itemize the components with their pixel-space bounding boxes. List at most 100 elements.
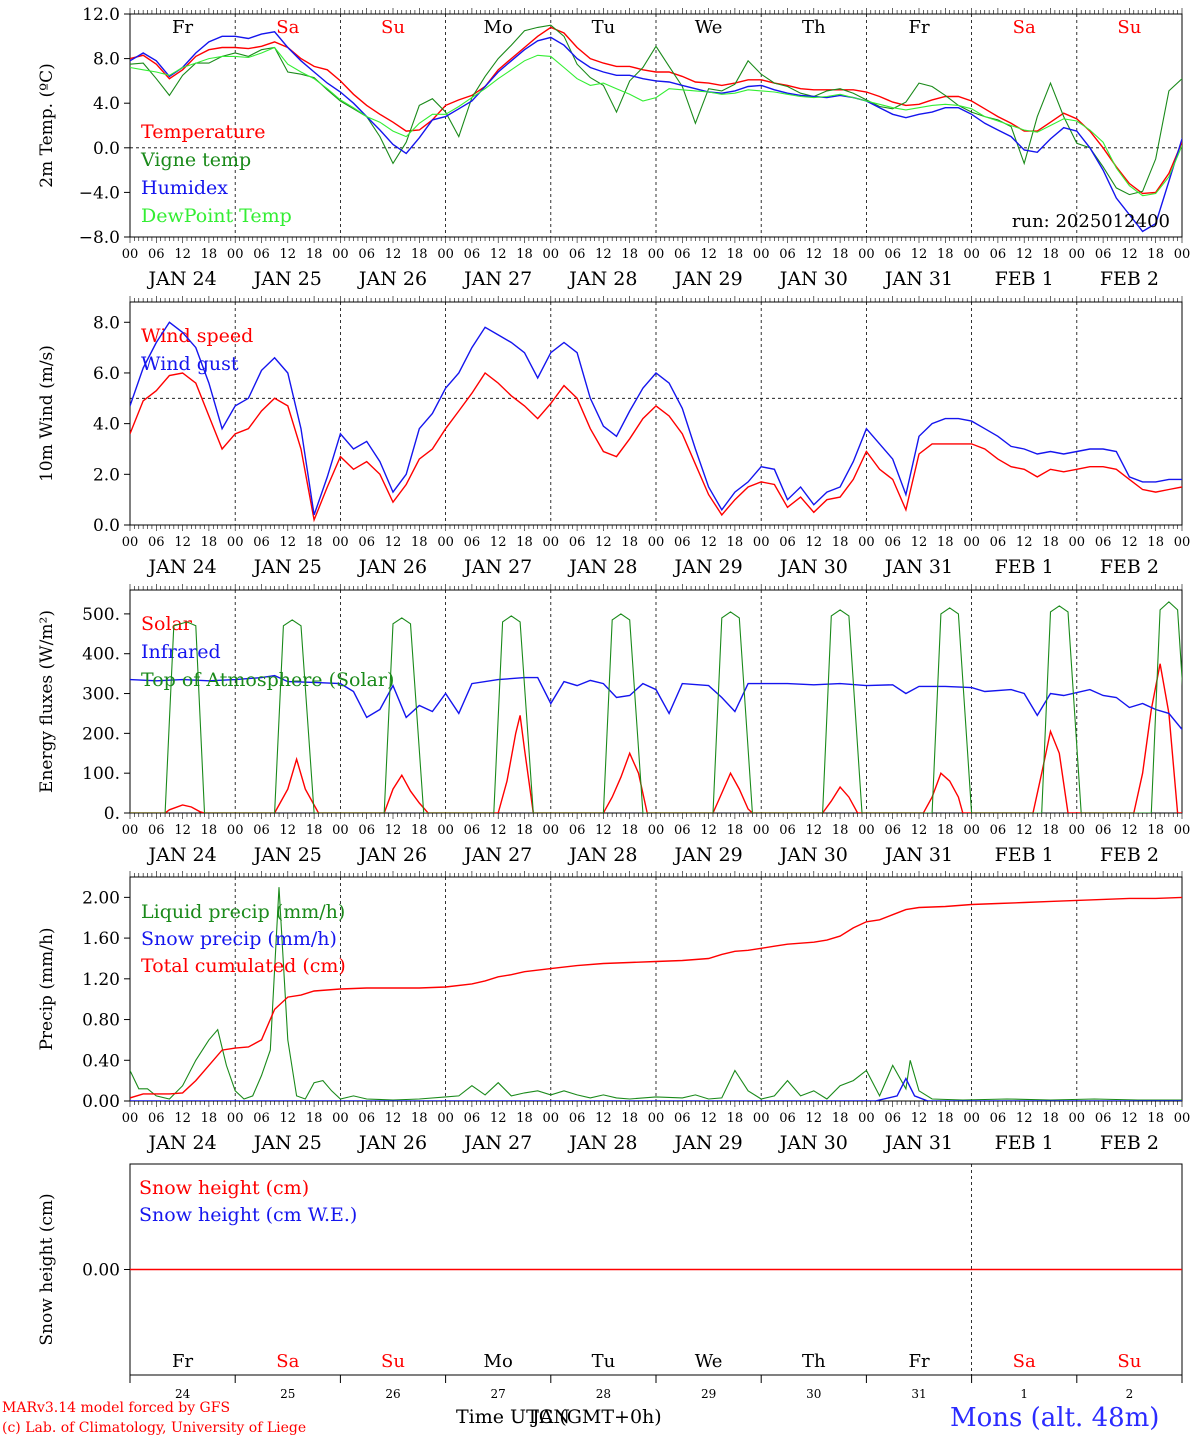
x-date-label: JAN 28: [567, 556, 637, 578]
x-hour-label: 12: [595, 247, 612, 262]
x-hour-label: 00: [648, 247, 665, 262]
x-hour-label: 00: [963, 1111, 980, 1126]
series-line-infrared: [130, 674, 1182, 731]
x-hour-label: 18: [621, 535, 638, 550]
x-hour-label: 18: [832, 823, 849, 838]
x-hour-label: 12: [280, 823, 297, 838]
x-hour-label: 12: [174, 247, 191, 262]
y-tick-label: 0.00: [82, 1092, 120, 1112]
time-axis-label: Time UTC (GMT+0h): [456, 1406, 662, 1428]
series-line-top-of-atmosphere-solar: [130, 601, 1182, 813]
x-hour-label: 18: [727, 823, 744, 838]
x-date-label: JAN 27: [462, 268, 532, 290]
day-name-label: Fr: [172, 1351, 193, 1372]
x-hour-label: 00: [437, 247, 454, 262]
x-hour-label: 18: [1147, 823, 1164, 838]
x-hour-label: 06: [148, 823, 165, 838]
x-day-number-label: 27: [491, 1387, 506, 1401]
x-day-number-label: 31: [911, 1387, 926, 1401]
day-name-label: Fr: [172, 17, 193, 38]
x-day-number-label: 25: [280, 1387, 295, 1401]
x-hour-label: 18: [1042, 247, 1059, 262]
x-hour-label: 00: [543, 1111, 560, 1126]
x-hour-label: 12: [911, 823, 928, 838]
x-hour-label: 06: [464, 1111, 481, 1126]
x-hour-label: 18: [727, 247, 744, 262]
x-date-label: FEB 1: [995, 844, 1054, 866]
x-hour-label: 06: [674, 247, 691, 262]
x-date-label: JAN 27: [462, 844, 532, 866]
day-name-label: Sa: [276, 1351, 299, 1372]
x-hour-label: 00: [963, 247, 980, 262]
legend-entry: Wind speed: [141, 325, 253, 347]
y-tick-label: 100.: [82, 764, 120, 784]
x-hour-label: 00: [332, 823, 349, 838]
y-tick-label: 12.0: [82, 5, 120, 25]
x-hour-label: 18: [832, 1111, 849, 1126]
x-date-label: FEB 1: [995, 268, 1054, 290]
y-tick-label: 0.0: [93, 139, 120, 159]
day-name-label: We: [695, 1351, 723, 1372]
time-axis-month-overlay: JAN: [532, 1406, 570, 1428]
x-hour-label: 00: [858, 535, 875, 550]
x-hour-label: 18: [516, 1111, 533, 1126]
day-name-label: Sa: [276, 17, 299, 38]
x-hour-label: 12: [1016, 823, 1033, 838]
x-date-label: JAN 28: [567, 844, 637, 866]
y-tick-label: −4.0: [79, 183, 120, 203]
model-credit: MARv3.14 model forced by GFS: [2, 1400, 231, 1416]
lab-credit: (c) Lab. of Climatology, University of L…: [2, 1420, 307, 1436]
x-hour-label: 12: [1016, 247, 1033, 262]
day-name-label: Su: [381, 17, 405, 38]
x-hour-label: 12: [806, 1111, 823, 1126]
y-tick-label: −8.0: [79, 228, 120, 248]
x-hour-label: 06: [990, 535, 1007, 550]
x-hour-label: 06: [569, 823, 586, 838]
x-hour-label: 00: [437, 823, 454, 838]
x-hour-label: 18: [201, 247, 218, 262]
x-date-label: JAN 26: [357, 844, 427, 866]
y-tick-label: 8.0: [93, 50, 120, 70]
x-hour-label: 00: [437, 1111, 454, 1126]
x-hour-label: 06: [1095, 1111, 1112, 1126]
x-hour-label: 00: [437, 535, 454, 550]
x-hour-label: 18: [201, 823, 218, 838]
x-hour-label: 06: [674, 535, 691, 550]
x-hour-label: 18: [306, 823, 323, 838]
x-hour-label: 18: [621, 1111, 638, 1126]
x-date-label: JAN 30: [778, 1132, 848, 1154]
x-hour-label: 06: [358, 535, 375, 550]
x-hour-label: 12: [700, 1111, 717, 1126]
day-name-label: Su: [381, 1351, 405, 1372]
x-hour-label: 06: [253, 247, 270, 262]
series-line-humidex: [130, 31, 1182, 233]
x-hour-label: 00: [648, 535, 665, 550]
x-hour-label: 06: [884, 823, 901, 838]
day-name-label: Sa: [1013, 17, 1036, 38]
series-line-vigne-temp: [130, 24, 1182, 196]
plot-frame: [129, 301, 1183, 526]
x-hour-label: 00: [227, 535, 244, 550]
x-hour-label: 12: [385, 535, 402, 550]
x-hour-label: 18: [937, 535, 954, 550]
x-date-label: JAN 29: [673, 268, 743, 290]
y-tick-label: 2.00: [82, 888, 120, 908]
x-hour-label: 00: [543, 247, 560, 262]
y-tick-label: 1.20: [82, 970, 120, 990]
x-hour-label: 06: [884, 247, 901, 262]
x-hour-label: 00: [648, 1111, 665, 1126]
x-hour-label: 12: [280, 247, 297, 262]
x-hour-label: 18: [1147, 247, 1164, 262]
x-hour-label: 12: [1121, 535, 1138, 550]
x-hour-label: 00: [122, 823, 139, 838]
x-date-label: JAN 31: [883, 1132, 953, 1154]
y-tick-label: 500.: [82, 605, 120, 625]
x-hour-label: 12: [806, 247, 823, 262]
x-date-label: JAN 28: [567, 1132, 637, 1154]
x-hour-label: 00: [753, 823, 770, 838]
x-hour-label: 06: [253, 1111, 270, 1126]
x-hour-label: 18: [516, 535, 533, 550]
x-hour-label: 00: [858, 247, 875, 262]
x-hour-label: 00: [753, 535, 770, 550]
